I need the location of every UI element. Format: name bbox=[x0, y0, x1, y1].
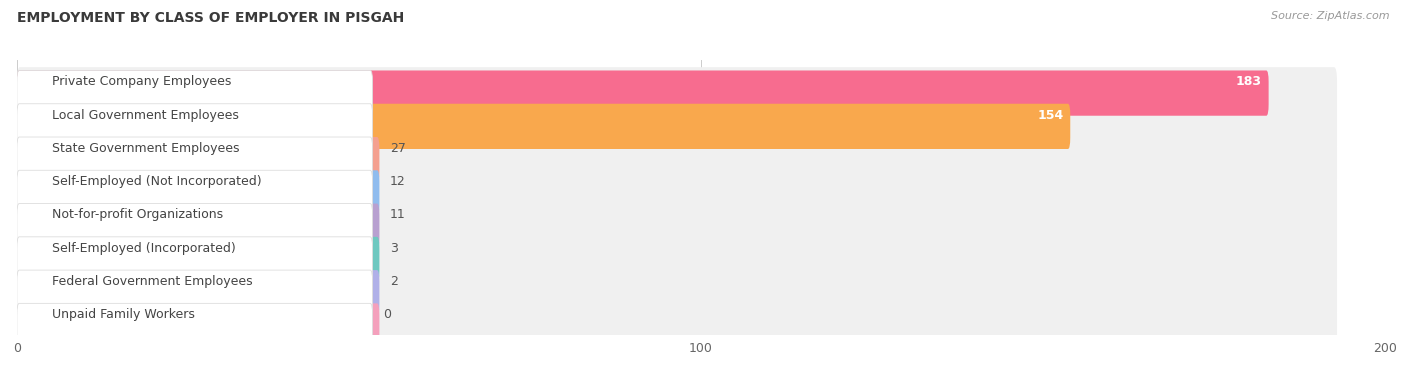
Text: Private Company Employees: Private Company Employees bbox=[52, 75, 232, 88]
Text: 183: 183 bbox=[1236, 75, 1261, 88]
Text: 27: 27 bbox=[389, 142, 405, 155]
Text: 12: 12 bbox=[389, 175, 405, 188]
FancyBboxPatch shape bbox=[17, 67, 1337, 126]
FancyBboxPatch shape bbox=[17, 137, 373, 182]
FancyBboxPatch shape bbox=[17, 270, 380, 315]
Text: Self-Employed (Not Incorporated): Self-Employed (Not Incorporated) bbox=[52, 175, 262, 188]
FancyBboxPatch shape bbox=[17, 233, 1337, 292]
Text: Self-Employed (Incorporated): Self-Employed (Incorporated) bbox=[52, 242, 236, 255]
FancyBboxPatch shape bbox=[17, 104, 1070, 149]
Text: Source: ZipAtlas.com: Source: ZipAtlas.com bbox=[1271, 11, 1389, 21]
FancyBboxPatch shape bbox=[17, 134, 1337, 192]
FancyBboxPatch shape bbox=[17, 237, 373, 282]
Text: State Government Employees: State Government Employees bbox=[52, 142, 240, 155]
Text: Local Government Employees: Local Government Employees bbox=[52, 109, 239, 121]
FancyBboxPatch shape bbox=[17, 270, 373, 315]
FancyBboxPatch shape bbox=[17, 104, 373, 149]
FancyBboxPatch shape bbox=[17, 203, 380, 249]
Text: Unpaid Family Workers: Unpaid Family Workers bbox=[52, 308, 195, 321]
FancyBboxPatch shape bbox=[17, 137, 380, 182]
FancyBboxPatch shape bbox=[17, 170, 373, 215]
FancyBboxPatch shape bbox=[17, 200, 1337, 259]
FancyBboxPatch shape bbox=[17, 70, 1268, 116]
Text: 3: 3 bbox=[389, 242, 398, 255]
Text: 2: 2 bbox=[389, 275, 398, 288]
FancyBboxPatch shape bbox=[17, 303, 380, 349]
FancyBboxPatch shape bbox=[17, 303, 373, 349]
Text: 11: 11 bbox=[389, 208, 405, 221]
Text: 154: 154 bbox=[1038, 109, 1063, 121]
FancyBboxPatch shape bbox=[17, 267, 1337, 325]
Text: 0: 0 bbox=[382, 308, 391, 321]
Text: Federal Government Employees: Federal Government Employees bbox=[52, 275, 253, 288]
FancyBboxPatch shape bbox=[17, 100, 1337, 159]
FancyBboxPatch shape bbox=[17, 237, 380, 282]
FancyBboxPatch shape bbox=[17, 167, 1337, 226]
FancyBboxPatch shape bbox=[17, 70, 373, 116]
Text: Not-for-profit Organizations: Not-for-profit Organizations bbox=[52, 208, 224, 221]
Text: EMPLOYMENT BY CLASS OF EMPLOYER IN PISGAH: EMPLOYMENT BY CLASS OF EMPLOYER IN PISGA… bbox=[17, 11, 404, 25]
FancyBboxPatch shape bbox=[17, 203, 373, 249]
FancyBboxPatch shape bbox=[17, 300, 1337, 359]
FancyBboxPatch shape bbox=[17, 170, 380, 215]
